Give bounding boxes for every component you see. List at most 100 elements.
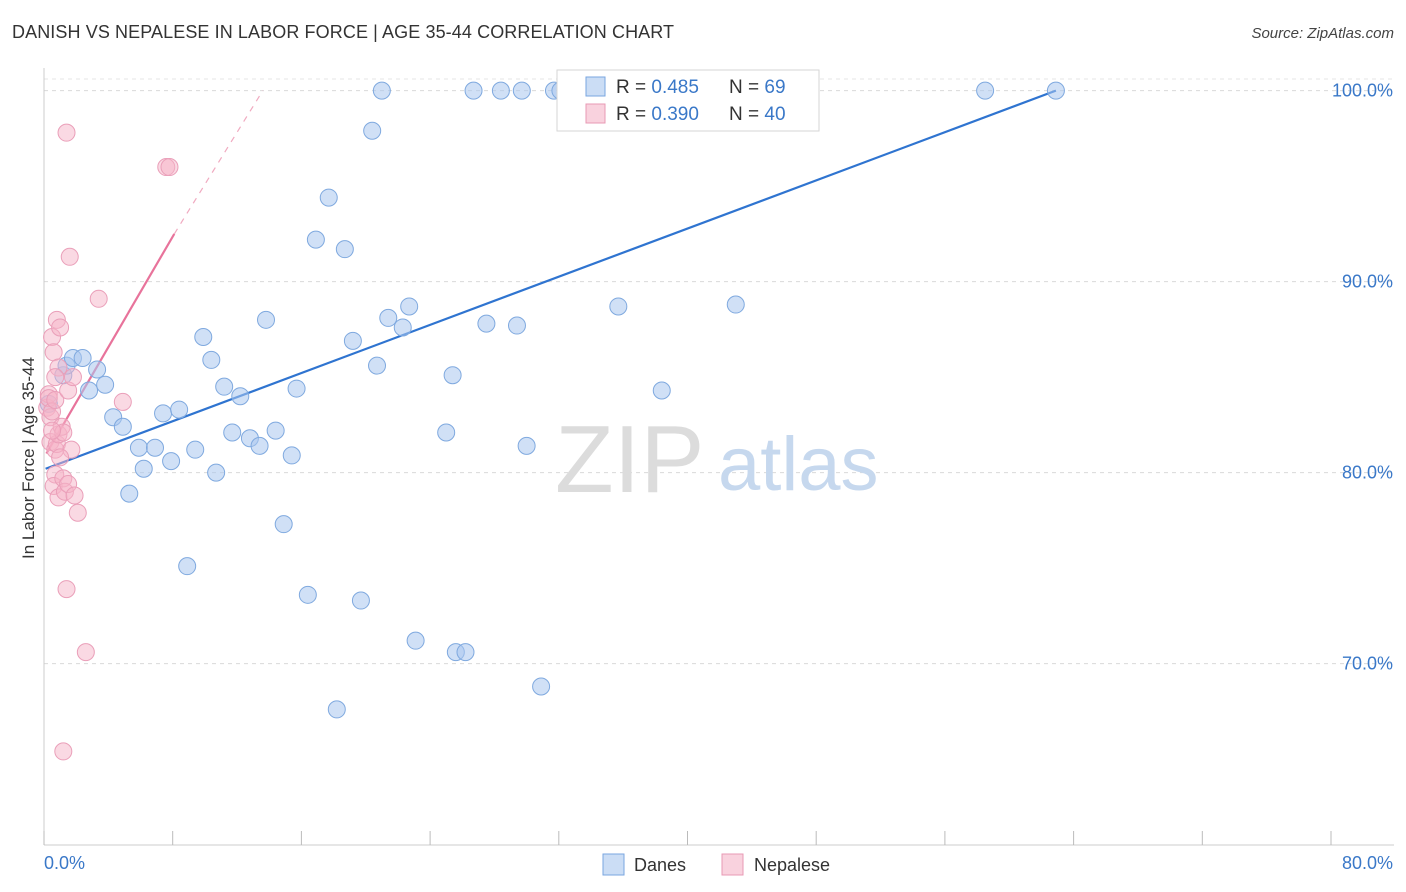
stats-legend: R = 0.485 N = 69 R = 0.390 N = 40: [556, 69, 820, 132]
danes-point: [162, 452, 181, 471]
y-tick-labels: 100.0% 90.0% 80.0% 70.0%: [1332, 81, 1393, 674]
danes-trend-line: [45, 89, 1057, 470]
y-tick-label: 100.0%: [1332, 81, 1393, 101]
danes-point: [464, 81, 483, 100]
danes-point: [517, 436, 536, 455]
nepalese-point: [43, 421, 62, 440]
danes-point: [274, 515, 293, 534]
zipatlas-watermark: ZIP atlas: [555, 406, 879, 513]
y-tick-label: 80.0%: [1342, 463, 1393, 483]
nepalese-point: [57, 580, 76, 599]
danes-point: [120, 484, 139, 503]
svg-text:R = 0.485: R = 0.485: [616, 77, 699, 98]
danes-point: [372, 81, 391, 100]
nepalese-point: [57, 123, 76, 142]
danes-point: [319, 188, 338, 207]
danes-point: [443, 366, 462, 385]
nepalese-point: [89, 289, 108, 308]
danes-point: [306, 230, 325, 249]
danes-n-label: N =: [729, 77, 764, 98]
nepalese-point: [60, 247, 79, 266]
nepalese-points: [38, 123, 179, 761]
nepalese-n-value: 40: [764, 104, 785, 125]
danes-point: [257, 310, 276, 329]
danes-point: [406, 631, 425, 650]
danes-point: [146, 438, 165, 457]
nepalese-point: [51, 318, 70, 337]
nepalese-point: [160, 158, 179, 177]
nepalese-point: [51, 448, 70, 467]
svg-text:R = 0.390: R = 0.390: [616, 104, 699, 125]
danes-point: [368, 356, 387, 375]
svg-text:N = 40: N = 40: [729, 104, 786, 125]
danes-point: [327, 700, 346, 719]
danes-point: [266, 421, 285, 440]
danes-point: [726, 295, 745, 314]
danes-point: [609, 297, 628, 316]
gridlines: [44, 78, 1394, 665]
danes-point: [437, 423, 456, 442]
trend-lines: [45, 89, 1057, 470]
danes-r-value: 0.485: [651, 77, 699, 98]
danes-point: [88, 360, 107, 379]
danes-point: [335, 240, 354, 259]
nepalese-point: [76, 643, 95, 662]
danes-point: [186, 440, 205, 459]
danes-point: [282, 446, 301, 465]
watermark-zip: ZIP: [555, 406, 704, 513]
danes-point: [1046, 81, 1065, 100]
danes-point: [202, 350, 221, 369]
nepalese-r-value: 0.390: [651, 104, 699, 125]
nepalese-point: [54, 742, 73, 761]
nepalese-trend-line: [45, 233, 176, 455]
y-tick-label: 70.0%: [1342, 654, 1393, 674]
danes-point: [134, 459, 153, 478]
nepalese-n-label: N =: [729, 104, 764, 125]
danes-points: [39, 81, 1065, 719]
danes-point: [512, 81, 531, 100]
danes-point: [532, 677, 551, 696]
danes-point: [73, 349, 92, 368]
danes-point: [178, 557, 197, 576]
danes-point: [507, 316, 526, 335]
danes-point: [215, 377, 234, 396]
nepalese-point: [68, 503, 87, 522]
danes-point: [194, 328, 213, 347]
nepalese-trend-extension: [173, 90, 264, 235]
danes-point: [129, 438, 148, 457]
danes-point: [456, 643, 475, 662]
watermark-atlas: atlas: [718, 422, 879, 507]
nepalese-point: [46, 368, 65, 387]
legend-danes-swatch: [602, 853, 625, 876]
danes-point: [231, 387, 250, 406]
danes-point: [250, 436, 269, 455]
danes-point: [652, 381, 671, 400]
danes-point: [96, 375, 115, 394]
danes-point: [976, 81, 995, 100]
danes-n-value: 69: [764, 77, 785, 98]
danes-point: [223, 423, 242, 442]
nepalese-r-label: R =: [616, 104, 651, 125]
legend-nepalese-swatch: [721, 853, 744, 876]
series-legend: Danes Nepalese: [602, 853, 830, 876]
y-tick-label: 90.0%: [1342, 272, 1393, 292]
danes-point: [491, 81, 510, 100]
danes-point: [343, 331, 362, 350]
danes-point: [80, 381, 99, 400]
danes-r-label: R =: [616, 77, 651, 98]
danes-point: [477, 314, 496, 333]
svg-text:N = 69: N = 69: [729, 77, 786, 98]
danes-legend-swatch: [585, 76, 606, 97]
x-tick-label: 0.0%: [44, 853, 85, 873]
nepalese-point: [63, 368, 82, 387]
nepalese-legend-swatch: [585, 103, 606, 124]
legend-danes-label: Danes: [634, 855, 686, 875]
danes-point: [379, 308, 398, 327]
danes-point: [363, 121, 382, 140]
danes-point: [113, 417, 132, 436]
nepalese-point: [46, 391, 65, 410]
nepalese-point: [44, 343, 63, 362]
nepalese-point: [113, 392, 132, 411]
danes-point: [393, 318, 412, 337]
